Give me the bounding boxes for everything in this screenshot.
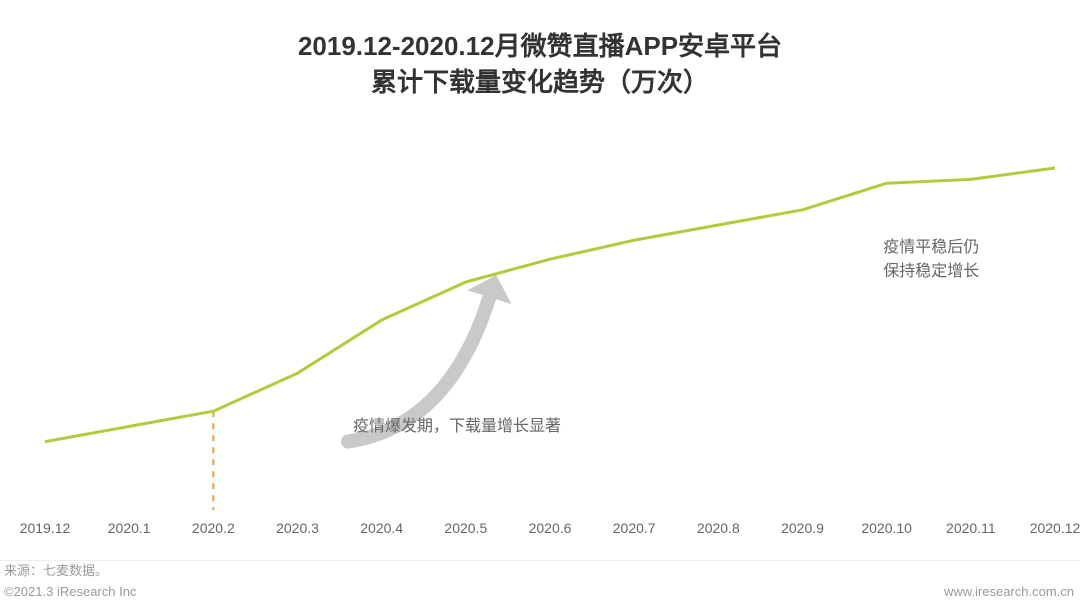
chart-title-line1: 2019.12-2020.12月微赞直播APP安卓平台 — [0, 28, 1080, 64]
line-chart-svg — [45, 130, 1055, 510]
annotation-right-line1: 疫情平稳后仍 — [883, 236, 979, 260]
x-tick-label: 2019.12 — [20, 510, 71, 536]
annotation-mid-text: 疫情爆发期，下载量增长显著 — [353, 418, 561, 435]
x-tick-label: 2020.8 — [697, 510, 740, 536]
footer-url: www.iresearch.com.cn — [944, 584, 1074, 599]
chart-title-line2: 累计下载量变化趋势（万次） — [0, 64, 1080, 100]
x-tick-label: 2020.4 — [360, 510, 403, 536]
x-tick-label: 2020.10 — [861, 510, 912, 536]
chart-container: 2019.12-2020.12月微赞直播APP安卓平台 累计下载量变化趋势（万次… — [0, 0, 1080, 605]
footer-divider — [0, 560, 1080, 561]
x-tick-label: 2020.5 — [444, 510, 487, 536]
x-tick-label: 2020.11 — [946, 510, 996, 536]
x-tick-label: 2020.7 — [613, 510, 656, 536]
annotation-right-line2: 保持稳定增长 — [883, 260, 979, 284]
x-tick-label: 2020.3 — [276, 510, 319, 536]
plot-area: 2019.122020.12020.22020.32020.42020.5202… — [45, 130, 1055, 510]
annotation-right: 疫情平稳后仍 保持稳定增长 — [883, 236, 979, 284]
annotation-mid: 疫情爆发期，下载量增长显著 — [353, 415, 561, 439]
x-tick-label: 2020.9 — [781, 510, 824, 536]
x-tick-label: 2020.12 — [1030, 510, 1080, 536]
chart-title: 2019.12-2020.12月微赞直播APP安卓平台 累计下载量变化趋势（万次… — [0, 0, 1080, 101]
x-tick-label: 2020.1 — [108, 510, 151, 536]
x-tick-label: 2020.2 — [192, 510, 235, 536]
x-tick-label: 2020.6 — [529, 510, 572, 536]
footer-source: 来源：七麦数据。 — [4, 560, 108, 579]
footer-copyright: ©2021.3 iResearch Inc — [4, 584, 136, 599]
